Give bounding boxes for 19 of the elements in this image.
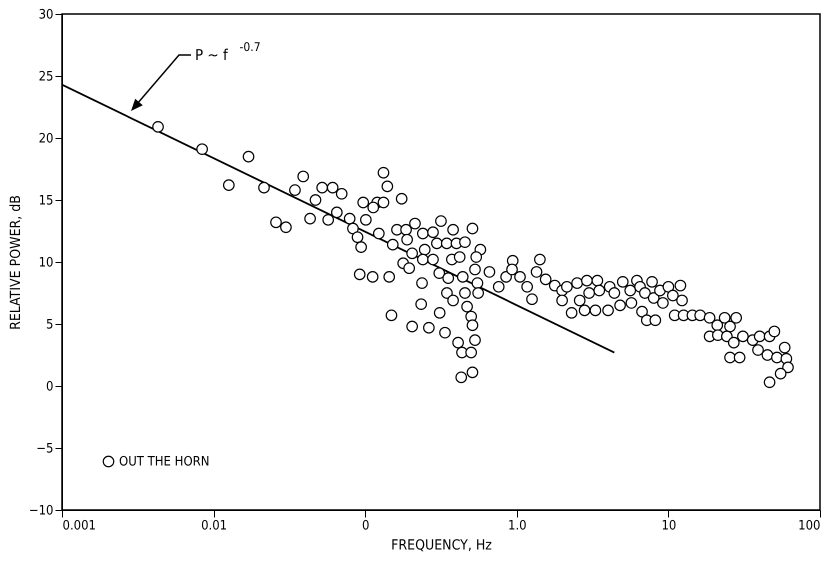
- x-tick-label: 100: [798, 518, 820, 534]
- y-tick-label: −5: [36, 442, 54, 456]
- x-tick-label: 10: [661, 518, 676, 534]
- y-tick-label: 10: [38, 256, 54, 270]
- legend-label: OUT THE HORN: [119, 454, 210, 470]
- y-tick-label: 25: [38, 70, 54, 84]
- x-tick-label: 0.01: [201, 518, 228, 534]
- y-tick-label: 30: [38, 8, 54, 22]
- x-tick-label: 0.001: [62, 518, 96, 534]
- y-tick-label: 15: [38, 194, 54, 208]
- y-tick-label: −10: [28, 504, 54, 518]
- annotation: P ~ f-0.7: [195, 40, 261, 64]
- y-axis-title: RELATIVE POWER, dB: [8, 195, 24, 330]
- y-tick-label: 5: [46, 318, 54, 332]
- x-tick-label: 0: [362, 518, 370, 534]
- x-axis-title: FREQUENCY, Hz: [391, 538, 492, 554]
- x-tick-label: 1.0: [508, 518, 527, 534]
- y-tick-label: 20: [38, 132, 54, 146]
- y-tick-label: 0: [46, 380, 54, 394]
